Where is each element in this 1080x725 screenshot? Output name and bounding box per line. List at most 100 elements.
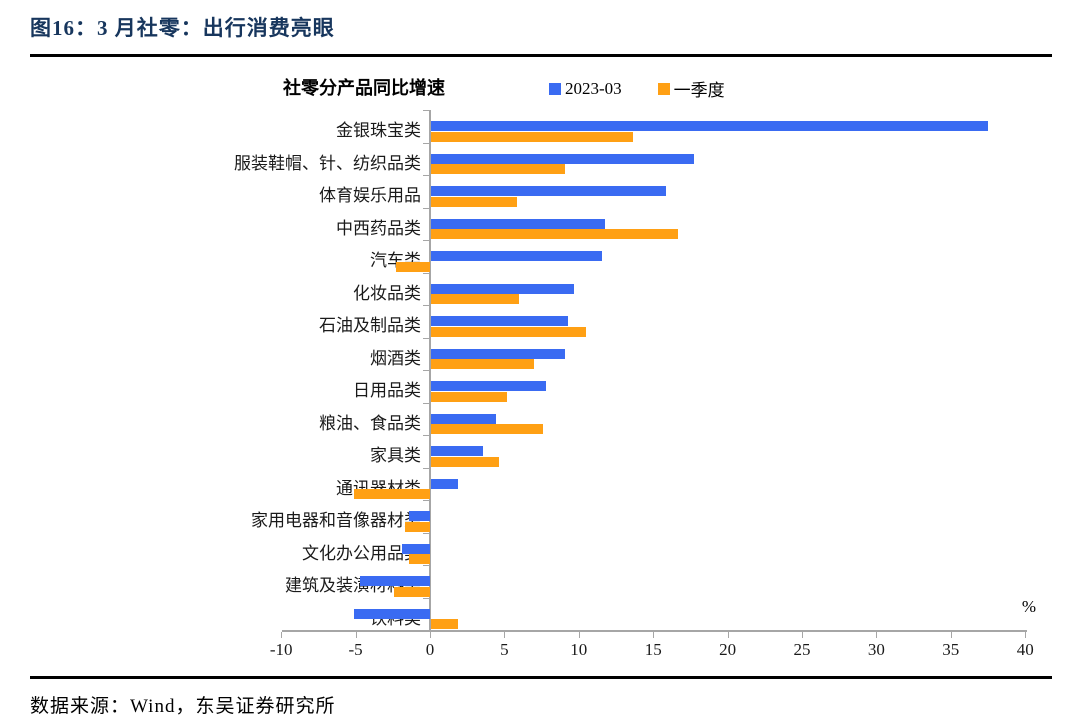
y-axis-line <box>429 110 431 630</box>
bar-一季度 <box>431 196 518 207</box>
title-divider <box>30 54 1052 57</box>
category-label: 服装鞋帽、针、纺织品类 <box>234 153 421 173</box>
y-axis-tick <box>423 240 429 241</box>
x-tick-label: 20 <box>719 640 737 659</box>
legend-label: 一季度 <box>673 81 725 100</box>
bar-一季度 <box>404 521 430 532</box>
category-label: 石油及制品类 <box>319 316 421 335</box>
bar-一季度 <box>431 619 458 629</box>
category-label: 金银珠宝类 <box>336 121 421 140</box>
legend-swatch-icon <box>657 82 670 95</box>
bar-2023-03 <box>431 381 546 391</box>
bar-一季度 <box>431 294 519 304</box>
x-axis-tick <box>281 632 283 638</box>
bar-2023-03 <box>431 413 497 424</box>
figure-title: 图16：3 月社零：出行消费亮眼 <box>30 16 335 40</box>
x-axis-tick <box>876 632 878 638</box>
y-axis-tick <box>423 565 429 566</box>
y-axis-tick <box>423 110 429 111</box>
category-label: 烟酒类 <box>370 348 421 368</box>
x-tick-label: 15 <box>644 640 662 659</box>
bar-2023-03 <box>354 608 430 619</box>
x-axis-tick <box>1025 632 1027 638</box>
y-axis-tick <box>423 207 429 209</box>
bar-2023-03 <box>431 186 667 196</box>
x-tick-label: 40 <box>1016 640 1034 659</box>
y-axis-tick <box>423 305 429 306</box>
bar-2023-03 <box>431 251 603 261</box>
category-label: 家具类 <box>370 446 421 465</box>
footer-divider <box>30 676 1052 679</box>
bar-2023-03 <box>431 218 606 229</box>
x-axis-tick <box>653 632 655 638</box>
category-label: 体育娱乐用品 <box>319 186 421 205</box>
bar-一季度 <box>431 424 543 434</box>
bar-一季度 <box>431 359 534 369</box>
y-axis-tick <box>423 532 429 534</box>
bar-一季度 <box>431 326 586 337</box>
x-axis-tick <box>355 632 357 638</box>
bar-一季度 <box>395 261 430 272</box>
category-label: 日用品类 <box>353 381 421 400</box>
y-axis-tick <box>423 337 429 339</box>
x-tick-label: 30 <box>867 640 885 659</box>
x-axis-line <box>282 630 1027 632</box>
y-axis-tick <box>423 402 429 404</box>
bar-一季度 <box>394 586 430 597</box>
category-label: 粮油、食品类 <box>319 413 421 433</box>
bar-一季度 <box>431 164 565 174</box>
x-axis-tick <box>727 632 729 638</box>
y-axis-tick <box>423 597 429 599</box>
chart-legend: 2023-03 一季度 <box>549 76 725 101</box>
bar-2023-03 <box>431 446 484 456</box>
category-label: 家用电器和音像器材类 <box>251 511 421 530</box>
category-label: 文化办公用品类 <box>302 543 421 563</box>
bar-一季度 <box>409 554 430 564</box>
bar-一季度 <box>431 131 634 142</box>
data-source: 数据来源：Wind，东吴证券研究所 <box>30 696 336 717</box>
y-axis-tick <box>423 175 429 176</box>
chart-title: 社零分产品同比增速 <box>283 78 445 98</box>
y-axis-tick <box>423 142 429 144</box>
legend-swatch-icon <box>549 82 561 95</box>
category-label: 化妆品类 <box>353 283 421 303</box>
bar-2023-03 <box>431 153 695 164</box>
y-axis-tick <box>423 272 429 274</box>
bar-2023-03 <box>431 283 574 294</box>
bar-一季度 <box>354 489 430 499</box>
legend-item-一季度: 一季度 <box>657 76 725 101</box>
category-label: 建筑及装潢材料类 <box>285 576 421 595</box>
x-tick-label: 25 <box>793 640 811 659</box>
bar-2023-03 <box>431 478 458 489</box>
x-axis-tick <box>430 632 431 638</box>
bar-2023-03 <box>431 121 988 131</box>
x-tick-label: 10 <box>570 640 588 659</box>
y-axis-tick <box>423 467 429 469</box>
x-tick-label: -10 <box>269 640 293 659</box>
y-axis-tick <box>423 630 429 631</box>
legend-label: 2023-03 <box>565 78 622 98</box>
bar-一季度 <box>431 229 678 239</box>
x-tick-label: -5 <box>348 640 363 659</box>
x-axis-tick <box>950 632 952 638</box>
x-tick-label: 5 <box>500 640 509 659</box>
unit-label: % <box>1021 597 1036 616</box>
x-tick-label: 0 <box>425 640 435 659</box>
bar-2023-03 <box>401 543 430 554</box>
category-label: 中西药品类 <box>336 218 421 238</box>
category-label: 汽车类 <box>370 251 421 270</box>
x-tick-label: 35 <box>942 640 960 659</box>
y-axis-tick <box>423 370 429 371</box>
y-axis-tick <box>423 435 429 436</box>
y-axis-tick <box>423 500 429 501</box>
legend-item-2023-03: 2023-03 <box>549 79 622 99</box>
bar-2023-03 <box>409 511 430 521</box>
bar-2023-03 <box>431 316 568 326</box>
x-axis-tick <box>802 632 803 638</box>
x-axis-tick <box>504 632 506 638</box>
bar-2023-03 <box>431 348 565 359</box>
bar-一季度 <box>431 456 500 467</box>
bar-一季度 <box>431 391 507 402</box>
